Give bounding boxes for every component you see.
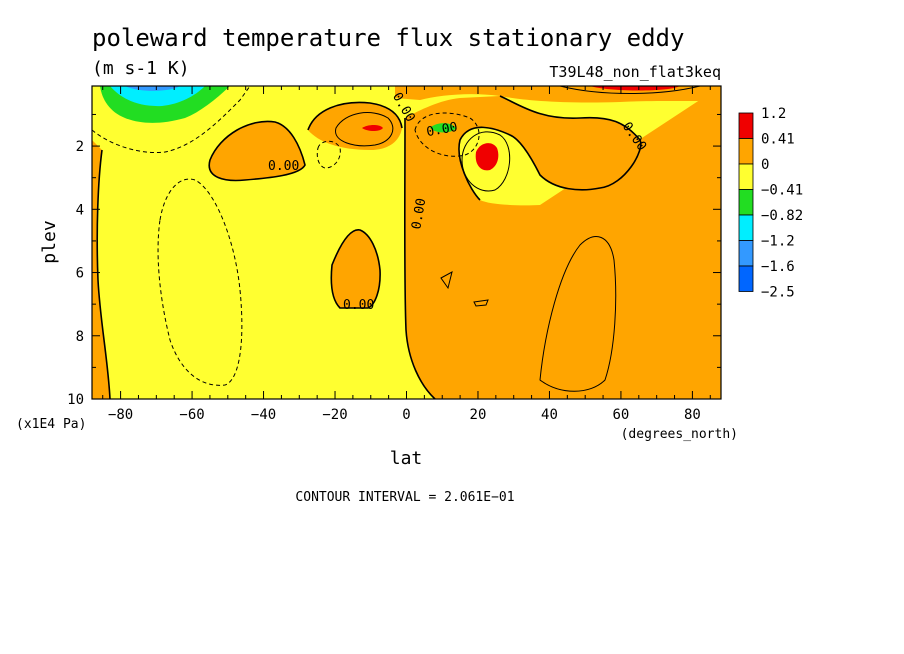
colorbar-swatch [738,138,754,165]
colorbar-swatch [738,265,754,292]
y-tick-label: 2 [76,139,84,155]
x-tick-label: −80 [108,407,133,423]
positive-region-center [308,102,402,150]
x-axis-label: lat [390,448,423,469]
colorbar-swatch [738,240,754,267]
units-label: (m s-1 K) [92,58,190,79]
x-tick-label: 60 [613,407,630,423]
colorbar-swatch [738,189,754,216]
x-tick-label: −60 [179,407,204,423]
x-tick-label: 80 [684,407,701,423]
colorbar-swatch [738,163,754,190]
contour-lines [92,86,701,392]
max-region-10s [362,125,383,131]
y-axis-label: plev [39,220,60,263]
chart-title: poleward temperature flux stationary edd… [92,24,684,52]
y-tick-label: 10 [67,392,84,408]
contour-interval: CONTOUR INTERVAL = 2.061E−01 [295,490,514,505]
neg-region-10n [430,123,456,133]
x-tick-label: 40 [541,407,558,423]
x-axis: −80 −60 −40 −20 0 20 40 60 80 [102,86,711,423]
positive-region-mid [331,229,381,308]
colorbar-swatch [738,112,754,139]
run-label: T39L48_non_flat3keq [549,63,721,81]
colorbar: 1.2 0.41 0 −0.41 −0.82 −1.2 −1.6 −2.5 [738,106,803,301]
colorbar-label: −1.2 [761,234,795,250]
y-tick-label: 4 [76,202,84,218]
x-axis-units: (degrees_north) [621,427,738,442]
contour-label: 0.00 [409,197,429,230]
y-axis-units: (x1E4 Pa) [16,417,86,432]
colorbar-label: −2.5 [761,285,795,301]
max-region-60n-top [590,86,680,91]
x-tick-label: 20 [470,407,487,423]
positive-region-west [209,121,305,181]
colorbar-label: −0.41 [761,183,803,199]
colorbar-swatch [738,214,754,241]
neg-region-70s-cyan [110,86,205,107]
contour-label: 0.00 [343,298,374,313]
x-tick-label: −20 [322,407,347,423]
x-tick-label: −40 [251,407,276,423]
positive-region-east [404,86,721,399]
colorbar-label: −1.6 [761,259,795,275]
max-region-25n [475,143,499,171]
y-tick-label: 8 [76,329,84,345]
colorbar-label: 1.2 [761,106,786,122]
contour-label: 0.00 [425,120,458,140]
zero-contours [96,95,642,399]
x-tick-label: 0 [402,407,410,423]
plot-area: 0.00 0.00 0.00 0.00 0.00 0.00 [92,86,721,399]
colorbar-label: −0.82 [761,208,803,224]
contour-label: 0.00 [268,159,299,174]
positive-strip-west [92,86,110,399]
colorbar-label: 0 [761,157,769,173]
y-tick-label: 6 [76,266,84,282]
y-axis: 2 4 6 8 10 [67,113,721,408]
colorbar-label: 0.41 [761,132,795,148]
